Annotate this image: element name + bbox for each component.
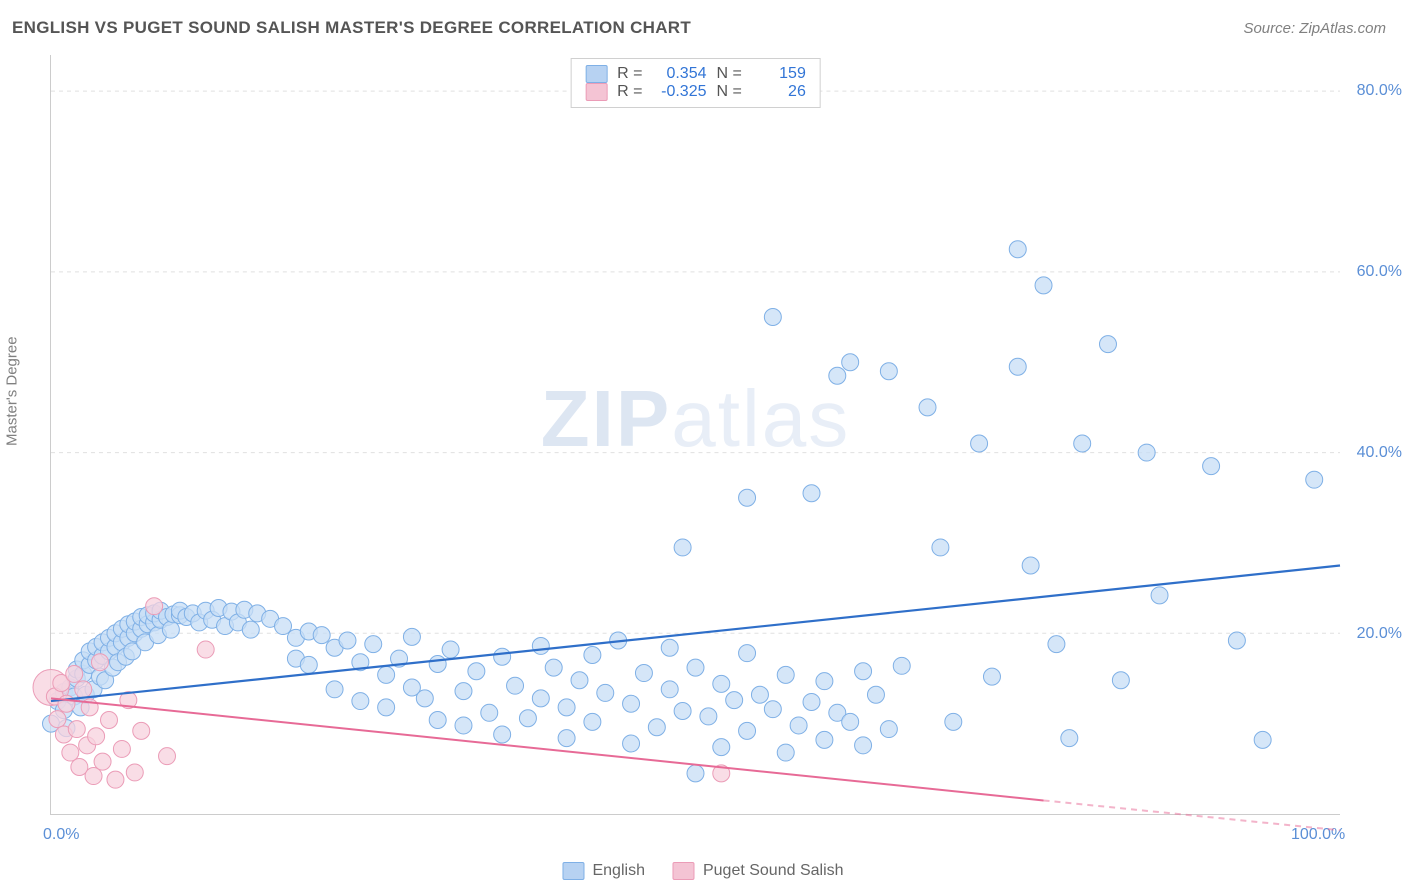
swatch-english xyxy=(585,65,607,83)
swatch-english xyxy=(562,862,584,880)
legend-label-english: English xyxy=(592,862,644,880)
y-axis-label: Master's Degree xyxy=(4,336,21,446)
series-legend: English Puget Sound Salish xyxy=(562,862,843,880)
y-tick-label: 40.0% xyxy=(1357,444,1402,462)
n-value-english: 159 xyxy=(752,65,806,83)
source-attribution: Source: ZipAtlas.com xyxy=(1243,20,1386,37)
legend-label-salish: Puget Sound Salish xyxy=(703,862,844,880)
correlation-legend: R = 0.354 N = 159 R = -0.325 N = 26 xyxy=(570,58,821,108)
n-label: N = xyxy=(717,65,742,83)
swatch-salish xyxy=(585,83,607,101)
r-label: R = xyxy=(617,83,642,101)
y-tick-label: 20.0% xyxy=(1357,625,1402,643)
r-value-salish: -0.325 xyxy=(653,83,707,101)
chart-title: ENGLISH VS PUGET SOUND SALISH MASTER'S D… xyxy=(12,18,691,38)
y-tick-label: 80.0% xyxy=(1357,82,1402,100)
x-tick-label: 0.0% xyxy=(43,826,79,844)
gridlines xyxy=(51,91,1340,633)
legend-item-english: English xyxy=(562,862,644,880)
legend-item-salish: Puget Sound Salish xyxy=(673,862,844,880)
plot-area: ZIPatlas R = 0.354 N = 159 R = -0.325 N … xyxy=(50,55,1340,815)
n-value-salish: 26 xyxy=(752,83,806,101)
r-label: R = xyxy=(617,65,642,83)
y-tick-label: 60.0% xyxy=(1357,263,1402,281)
swatch-salish xyxy=(673,862,695,880)
r-value-english: 0.354 xyxy=(653,65,707,83)
trendline-salish xyxy=(51,698,1340,830)
chart-container: ENGLISH VS PUGET SOUND SALISH MASTER'S D… xyxy=(0,0,1406,892)
legend-row-english: R = 0.354 N = 159 xyxy=(585,65,806,83)
plot-svg xyxy=(51,55,1340,814)
scatter-english xyxy=(43,241,1323,782)
n-label: N = xyxy=(717,83,742,101)
legend-row-salish: R = -0.325 N = 26 xyxy=(585,83,806,101)
